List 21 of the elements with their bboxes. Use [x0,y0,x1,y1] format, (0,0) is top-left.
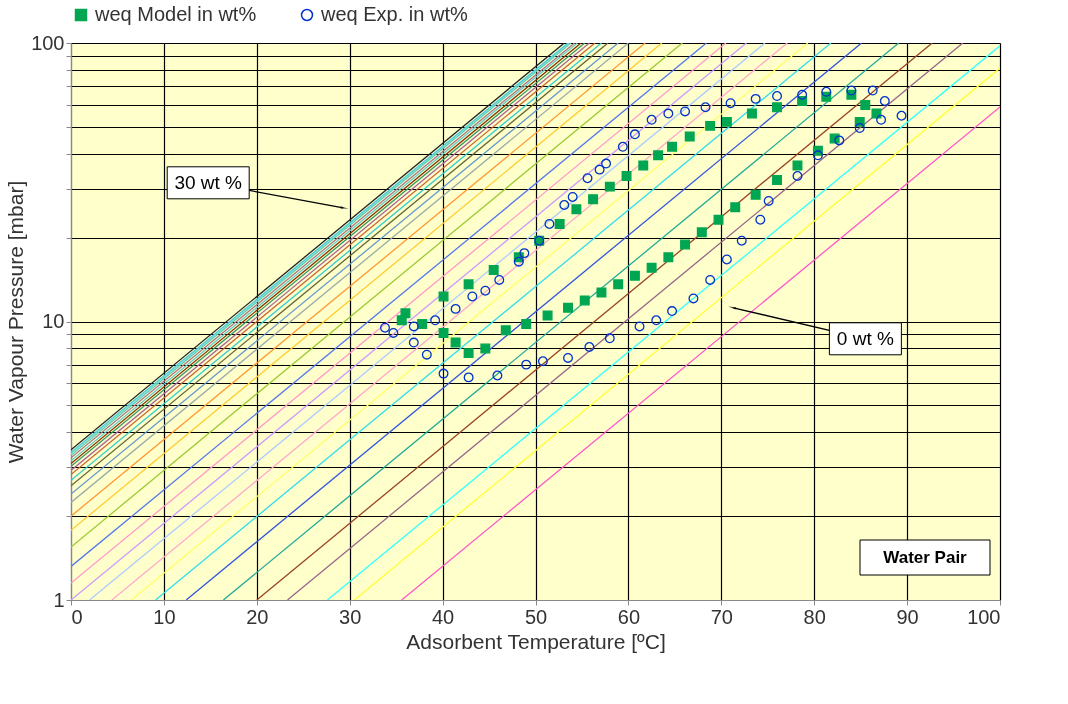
y-tick-label: 10 [42,310,65,332]
x-tick-label: 90 [896,605,919,628]
y-tick-label: 100 [31,31,65,54]
y-tick-label: 1 [53,588,65,611]
x-tick-label: 40 [431,605,455,628]
annotation: 30 wt % [174,171,243,193]
x-tick-label: 30 [339,605,362,628]
y-axis-title: Water Vapour Pressure [mbar] [4,180,28,464]
x-tick-label: 80 [803,605,826,628]
x-tick-label: 70 [710,605,733,628]
x-tick-label: 100 [967,605,1001,628]
x-tick-label: 10 [153,605,176,628]
x-tick-label: 20 [246,605,269,628]
x-tick-label: 60 [617,605,641,628]
legend-label: weq Model in wt% [94,3,257,25]
x-tick-label: 50 [524,605,548,628]
annotation: Water Pair [883,548,968,567]
annotation: 0 wt % [836,327,894,349]
legend-label: weq Exp. in wt% [320,3,468,25]
x-tick-label: 0 [71,605,83,628]
x-axis-title: Adsorbent Temperature [ºC] [406,629,666,653]
